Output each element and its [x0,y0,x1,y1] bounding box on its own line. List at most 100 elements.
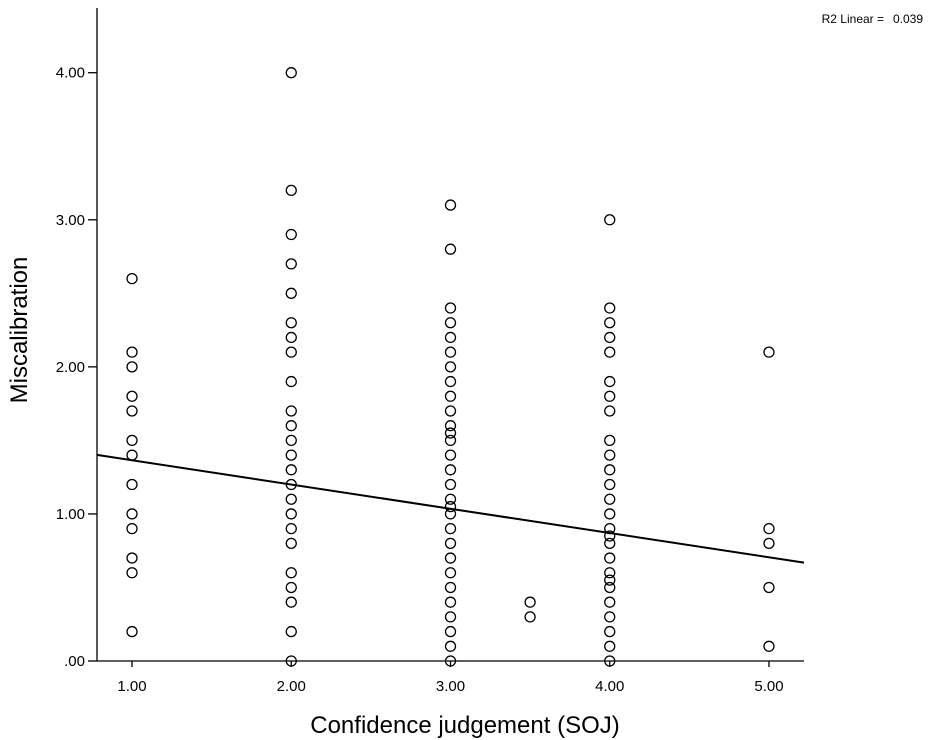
y-tick-label: 4.00 [56,65,85,82]
data-point [285,317,297,329]
data-point [604,537,616,549]
data-point [126,272,138,285]
data-point [285,493,297,505]
data-point [604,405,616,417]
data-point [604,302,616,314]
data-point [285,581,297,594]
data-point [604,346,616,358]
data-point [126,552,138,564]
data-point [444,375,457,388]
data-point [285,258,297,270]
x-axis-ticks: 1.00 2.00 3.00 4.00 5.00 [117,661,784,695]
data-point [126,522,138,535]
data-point [126,625,138,638]
data-point [604,625,616,638]
data-point [604,581,616,594]
data-point [444,243,457,255]
data-point [285,405,297,417]
r2-annotation-label: R2 Linear = [822,12,884,26]
data-point [604,508,616,520]
data-point [285,508,297,520]
data-point [126,434,138,447]
x-tick-label: 2.00 [277,678,306,695]
data-point [126,449,138,461]
data-point [604,493,616,505]
data-point [126,567,138,579]
data-point [524,596,536,608]
data-point [444,317,457,329]
data-point [444,199,457,211]
data-point [604,464,616,476]
data-point [604,567,616,579]
data-point [285,596,297,608]
data-point [604,574,616,586]
data-point [604,596,616,608]
data-point [285,625,297,638]
data-point [444,390,457,402]
data-point [285,537,297,549]
data-point [444,302,457,314]
data-point [604,434,616,447]
data-point [126,346,138,358]
data-point [126,405,138,417]
data-point [763,346,775,358]
y-tick-label: .00 [64,653,85,670]
data-point [444,640,457,652]
data-point [444,611,457,623]
data-point [444,625,457,638]
data-point [126,508,138,520]
data-point [285,522,297,535]
linear-fit-line [96,453,805,564]
x-tick-label: 1.00 [117,678,146,695]
data-point [126,478,138,491]
data-point [444,537,457,549]
data-point [285,287,297,299]
data-point [285,346,297,358]
data-point [763,640,775,652]
data-point [444,434,457,447]
data-point [444,405,457,417]
data-point [285,228,297,241]
data-point [444,427,457,439]
data-point [524,611,536,623]
data-point [285,464,297,476]
y-tick-label: 1.00 [56,506,85,523]
y-axis-title: Miscalibration [6,257,33,404]
data-point [444,567,457,579]
data-point [444,596,457,608]
data-point [285,449,297,461]
data-point [444,581,457,594]
data-point [604,390,616,402]
data-point [604,478,616,491]
data-point [444,493,457,505]
data-point [604,530,616,542]
x-tick-label: 3.00 [436,678,465,695]
data-point [444,500,457,513]
data-point [126,361,138,373]
data-point [604,317,616,329]
x-axis-title: Confidence judgement (SOJ) [310,712,620,739]
data-point [285,331,297,344]
data-point [285,434,297,447]
x-tick-label: 5.00 [754,678,783,695]
data-point [444,361,457,373]
r2-annotation-value: 0.039 [893,12,923,26]
data-point [444,522,457,535]
y-tick-label: 3.00 [56,212,85,229]
data-point [604,214,616,226]
data-point [285,420,297,432]
data-point [444,508,457,520]
data-point [444,346,457,358]
data-point [604,331,616,344]
data-point [444,331,457,344]
data-point [763,522,775,535]
data-point [285,184,297,197]
data-points [126,67,775,667]
data-point [444,449,457,461]
data-point [604,611,616,623]
data-point [444,464,457,476]
data-point [285,567,297,579]
data-point [126,390,138,402]
data-point [604,640,616,652]
